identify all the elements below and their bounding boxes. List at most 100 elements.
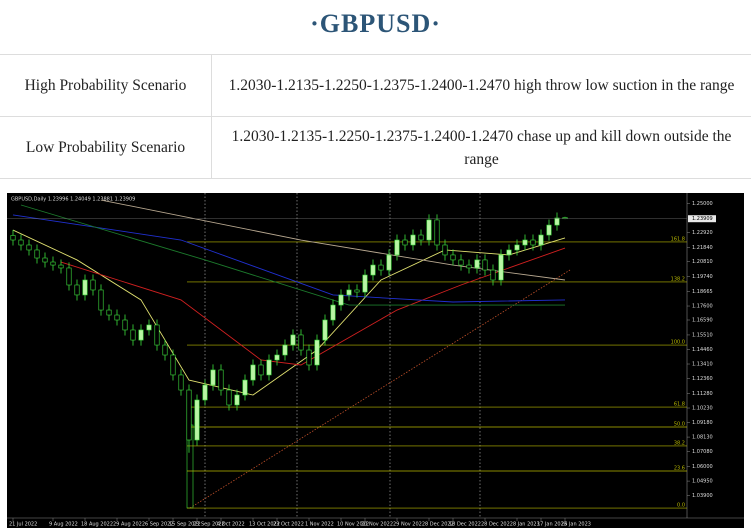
y-tick-label: 1.18665 (692, 289, 713, 295)
candle-body (386, 254, 392, 271)
candle-body (74, 284, 80, 296)
candle-body (138, 329, 144, 341)
table-cell: 1.2030-1.2135-1.2250-1.2375-1.2400-1.247… (211, 54, 751, 117)
candle-body (538, 234, 544, 246)
candle-body (266, 359, 272, 376)
candle-body (458, 259, 464, 266)
fib-label: 161.8 (671, 236, 685, 242)
scenario-table: High Probability Scenario 1.2030-1.2135-… (0, 54, 751, 179)
candle-body (362, 274, 368, 293)
fib-label: 100.0 (671, 340, 685, 346)
y-tick-label: 1.08130 (692, 435, 713, 441)
candle-body (418, 234, 424, 241)
chart-background (7, 193, 744, 528)
moving-average (12, 229, 566, 396)
x-tick-label: 8 Jan 2023 (513, 522, 540, 528)
candle-body (434, 219, 440, 246)
candle-body (178, 374, 184, 391)
candle-body (338, 294, 344, 306)
x-tick-label: 21 Jul 2022 (9, 522, 37, 528)
x-tick-label: 29 Nov 2022 (393, 522, 425, 528)
y-tick-label: 1.13410 (692, 362, 713, 368)
x-tick-label: 28 Dec 2022 (481, 522, 513, 528)
y-tick-label: 1.07080 (692, 449, 713, 455)
candle-body (490, 269, 496, 281)
table-row: Low Probability Scenario 1.2030-1.2135-1… (0, 116, 751, 179)
candle-body (10, 235, 16, 241)
candle-body (170, 354, 176, 376)
candle-body (298, 334, 304, 351)
x-tick-label: 1 Nov 2022 (305, 522, 334, 528)
candle-body (50, 261, 56, 266)
candle-body (154, 324, 160, 346)
candle-body (474, 259, 480, 269)
candle-body (162, 344, 168, 356)
period-separators (204, 193, 481, 518)
candle-body (186, 389, 192, 441)
candle-body (26, 244, 32, 251)
candle-body (282, 344, 288, 356)
x-tick-label: 6 Sep 2022 (145, 522, 174, 528)
candle-body (114, 314, 120, 321)
candle-body (98, 289, 104, 311)
y-tick-label: 1.20810 (692, 259, 713, 265)
candle-body (250, 364, 256, 381)
x-tick-label: 10 Nov 2022 (337, 522, 369, 528)
fib-label: 138.2 (671, 276, 685, 282)
x-tick-label: 8 Dec 2022 (425, 522, 454, 528)
x-tick-label: 26 Jan 2023 (561, 522, 591, 528)
y-tick-label: 1.11280 (692, 391, 713, 397)
table-cell: 1.2030-1.2135-1.2250-1.2375-1.2400-1.247… (211, 116, 751, 179)
candle-body (466, 264, 472, 269)
candle-body (218, 369, 224, 391)
y-tick-label: 1.25000 (692, 201, 713, 207)
y-tick-label: 1.03900 (692, 493, 713, 499)
candle-body (122, 319, 128, 331)
moving-average (100, 199, 566, 281)
fib-label: 50.0 (674, 421, 685, 427)
y-tick-label: 1.14460 (692, 347, 713, 353)
candle-body (234, 394, 240, 406)
candle-body (450, 254, 456, 261)
candle-body (322, 319, 328, 341)
candle-body (378, 264, 384, 271)
x-tick-label: 18 Aug 2022 (81, 522, 113, 528)
chart: GBPUSD,Daily 1.23996 1.24049 1.23881 1.2… (7, 193, 744, 528)
chart-header: GBPUSD,Daily 1.23996 1.24049 1.23881 1.2… (11, 197, 135, 203)
candle-body (522, 239, 528, 246)
candle-body (226, 389, 232, 406)
table-cell: High Probability Scenario (0, 54, 212, 117)
candle-body (482, 259, 488, 271)
fib-label: 0.0 (677, 503, 685, 509)
y-tick-label: 1.06000 (692, 464, 713, 470)
y-tick-label: 1.10230 (692, 406, 713, 412)
candle-body (306, 349, 312, 366)
x-tick-label: 13 Oct 2022 (249, 522, 280, 528)
candle-body (130, 329, 136, 341)
x-tick-label: 29 Aug 2022 (113, 522, 145, 528)
candle-body (274, 354, 280, 361)
candle-body (346, 289, 352, 296)
candle-body (426, 219, 432, 241)
candle-body (394, 239, 400, 256)
candle-body (530, 239, 536, 246)
y-tick-label: 1.15510 (692, 332, 713, 338)
last-price-label: 1.23909 (692, 216, 713, 222)
table-cell: Low Probability Scenario (0, 116, 212, 179)
candle-body (66, 267, 72, 286)
candle-body (194, 399, 200, 441)
moving-average (20, 204, 565, 306)
y-tick-label: 1.21840 (692, 245, 713, 251)
candle-body (42, 257, 48, 263)
candle-body (554, 217, 560, 226)
x-tick-label: 17 Jan 2023 (537, 522, 567, 528)
page-title: ·GBPUSD· (310, 9, 441, 38)
x-tick-label: 18 Dec 2022 (449, 522, 481, 528)
candle-body (370, 264, 376, 276)
candle-body (90, 279, 96, 291)
candle-body (290, 334, 296, 346)
x-tick-label: 9 Aug 2022 (49, 522, 78, 528)
x-tick-label: 4 Oct 2022 (217, 522, 245, 528)
candle-body (202, 384, 208, 401)
